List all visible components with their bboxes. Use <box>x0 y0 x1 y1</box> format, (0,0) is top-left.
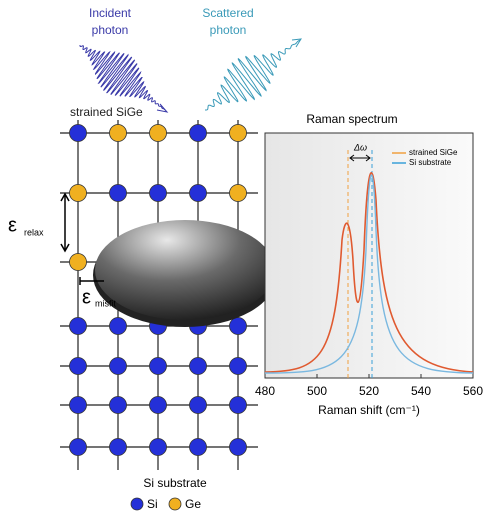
atom <box>70 125 87 142</box>
atom <box>190 439 207 456</box>
relax-symbol: ε <box>8 214 17 236</box>
atom <box>110 185 127 202</box>
atom <box>150 397 167 414</box>
x-tick-label: 480 <box>255 384 275 398</box>
atom <box>190 125 207 142</box>
atom <box>70 397 87 414</box>
delta-label: Δω <box>353 142 367 152</box>
atom <box>190 397 207 414</box>
atom <box>230 397 247 414</box>
atom <box>190 358 207 375</box>
wafer <box>95 220 275 320</box>
atom <box>70 358 87 375</box>
scattered-label: Scattered <box>202 6 253 20</box>
substrate-label: Si substrate <box>143 476 207 490</box>
atom <box>230 318 247 335</box>
incident-label: photon <box>92 23 129 37</box>
atom <box>70 254 87 271</box>
photons: Incident photon Scattered photon <box>80 6 301 112</box>
x-tick-label: 500 <box>307 384 327 398</box>
legend-label: Ge <box>185 497 201 511</box>
legend-label: Si substrate <box>409 158 452 167</box>
atom <box>230 185 247 202</box>
x-tick-label: 540 <box>411 384 431 398</box>
spectrum-title: Raman spectrum <box>306 112 397 126</box>
atom <box>70 185 87 202</box>
wave <box>80 45 165 110</box>
atom <box>150 185 167 202</box>
figure: Incident photon Scattered photon straine… <box>0 0 490 514</box>
atom <box>190 185 207 202</box>
incident-label: Incident <box>89 6 132 20</box>
atom <box>150 358 167 375</box>
atom <box>70 439 87 456</box>
atom <box>110 125 127 142</box>
atom <box>230 358 247 375</box>
atom <box>110 439 127 456</box>
atom <box>110 397 127 414</box>
atom <box>150 125 167 142</box>
misfit-symbol: ε <box>82 286 91 308</box>
atom <box>110 318 127 335</box>
x-tick-label: 520 <box>359 384 379 398</box>
relax-sub: relax <box>24 227 44 237</box>
legend-label: strained SiGe <box>409 148 458 157</box>
legend: Si Ge <box>131 497 201 511</box>
scattered-label: photon <box>210 23 247 37</box>
atom <box>230 439 247 456</box>
wave <box>205 40 300 110</box>
atom <box>230 125 247 142</box>
x-tick-label: 560 <box>463 384 483 398</box>
strain-relax: ε relax <box>8 194 69 251</box>
legend-label: Si <box>147 497 158 511</box>
atom <box>150 439 167 456</box>
lattice-label: strained SiGe <box>70 105 143 119</box>
atom <box>70 318 87 335</box>
misfit-sub: misfit <box>95 298 116 308</box>
x-axis-label: Raman shift (cm⁻¹) <box>318 403 420 417</box>
spectrum-frame <box>265 133 473 378</box>
atom <box>110 358 127 375</box>
spectrum: Raman spectrum Δω strained SiGe Si subst… <box>255 112 483 417</box>
